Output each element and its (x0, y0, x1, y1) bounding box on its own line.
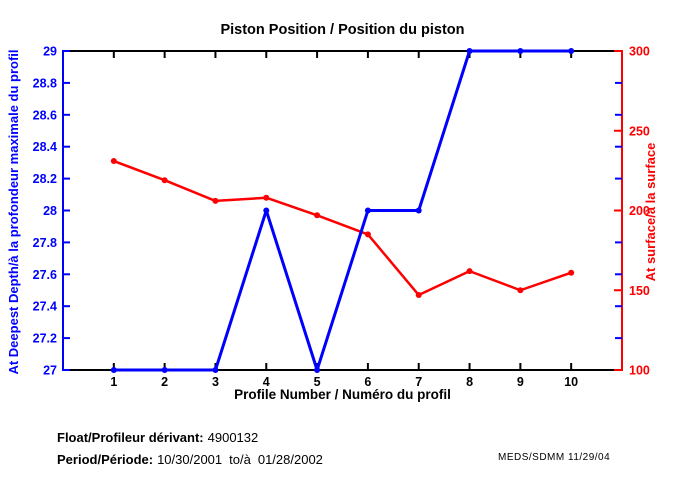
chart-title: Piston Position / Position du piston (220, 22, 465, 38)
data-point-at-surface (364, 231, 371, 238)
x-tick-label: 7 (415, 375, 422, 389)
x-tick-label: 3 (212, 375, 219, 389)
x-tick-label: 1 (110, 375, 117, 389)
data-point-at-deepest-depth (110, 367, 117, 373)
series-line-at-deepest-depth (113, 49, 572, 372)
data-point-at-surface (314, 212, 321, 219)
data-point-at-deepest-depth (466, 48, 473, 54)
right-tick-label: 150 (629, 284, 650, 298)
left-tick-label: 28.2 (33, 172, 57, 186)
data-point-at-deepest-depth (314, 367, 321, 373)
period-separator: to/à (229, 452, 251, 467)
x-tick-label: 4 (263, 375, 270, 389)
right-tick-label: 300 (629, 45, 650, 59)
period-start-date: 10/30/2001 (157, 452, 223, 467)
right-tick-label: 100 (629, 364, 650, 378)
data-point-at-deepest-depth (212, 367, 219, 373)
data-point-at-surface (161, 177, 168, 184)
data-point-at-surface (263, 194, 270, 201)
series-line-at-surface (113, 159, 572, 297)
left-tick-label: 27 (43, 364, 57, 378)
left-tick-label: 27.4 (33, 300, 57, 314)
float-value: 4900132 (207, 430, 259, 445)
float-label: Float/Profileur dérivant: (57, 430, 204, 445)
right-y-axis-label: At surface/à la surface (643, 142, 658, 282)
data-point-at-surface (517, 287, 524, 294)
left-tick-label: 29 (43, 45, 57, 59)
period-label: Period/Période: (57, 452, 154, 467)
x-axis-label: Profile Number / Numéro du profil (234, 387, 451, 402)
data-point-at-surface (110, 158, 117, 165)
float-info-line: Float/Profileur dérivant: 4900132 (57, 430, 258, 445)
data-point-at-surface (415, 292, 422, 299)
x-tick-label: 2 (161, 375, 168, 389)
right-tick-label: 250 (629, 124, 650, 138)
left-tick-label: 28 (43, 204, 57, 218)
period-info-line: Period/Période: 10/30/2001 to/à 01/28/2002 (57, 452, 323, 467)
data-point-at-deepest-depth (364, 207, 371, 214)
left-tick-label: 27.8 (33, 236, 57, 250)
data-point-at-deepest-depth (568, 48, 575, 54)
data-point-at-deepest-depth (263, 207, 270, 214)
x-tick-label: 6 (364, 375, 371, 389)
right-tick-label: 200 (629, 204, 650, 218)
x-tick-label: 10 (564, 375, 578, 389)
credit-text: MEDS/SDMM 11/29/04 (498, 452, 611, 463)
left-tick-label: 28.6 (33, 108, 57, 122)
data-point-at-surface (568, 269, 575, 276)
left-tick-label: 27.6 (33, 268, 57, 282)
x-tick-label: 9 (517, 375, 524, 389)
data-point-at-deepest-depth (517, 48, 524, 54)
x-tick-label: 8 (466, 375, 473, 389)
data-point-at-deepest-depth (415, 207, 422, 214)
left-tick-label: 28.4 (33, 140, 57, 154)
x-tick-label: 5 (314, 375, 321, 389)
left-tick-label: 28.8 (33, 76, 57, 90)
data-point-at-surface (466, 268, 473, 275)
left-tick-label: 27.2 (33, 332, 57, 346)
left-y-axis-label: At Deepest Depth/à la profondeur maximal… (6, 49, 21, 375)
period-end-date: 01/28/2002 (257, 452, 323, 467)
data-point-at-deepest-depth (161, 367, 168, 373)
data-point-at-surface (212, 197, 219, 204)
